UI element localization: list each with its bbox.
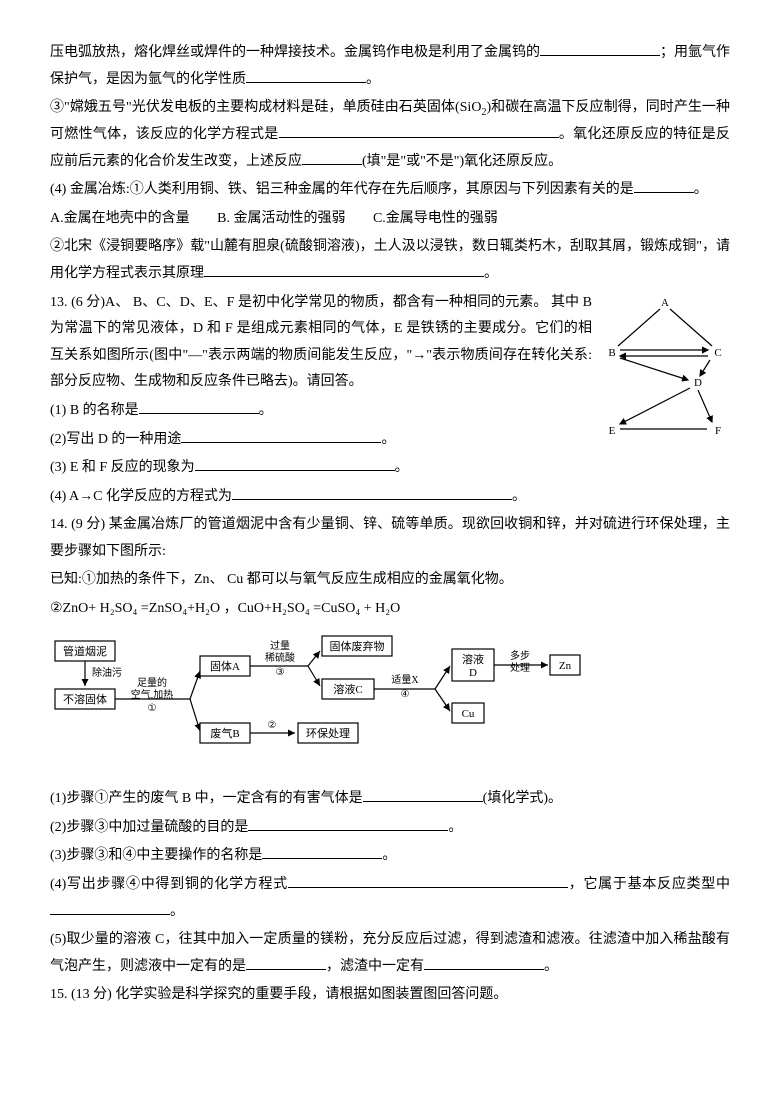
blank [363,786,483,802]
blank [279,122,559,138]
text: 。 [366,72,380,87]
svg-text:Zn: Zn [559,660,572,672]
text: (4) 金属冶炼:①人类利用铜、铁、铝三种金属的年代存在先后顺序，其原因与下列因… [50,182,634,197]
blank [195,455,395,471]
svg-text:E: E [609,425,616,437]
svg-text:固体A: 固体A [210,659,240,673]
blank [139,398,259,414]
blank [302,149,362,165]
text: ，滤渣中一定有 [326,959,424,974]
option-b: B. 金属活动性的强弱 [217,206,345,233]
text: 。 [512,489,526,504]
text: (4) A→C 化学反应的方程式为 [50,489,232,504]
svg-text:D: D [469,667,477,679]
text: 。 [484,266,498,281]
svg-text:废气B: 废气B [210,726,239,740]
text: (填"是"或"不是")氧化还原反应。 [362,154,562,169]
blank [50,899,170,915]
text: (2)步骤③中加过量硫酸的目的是 [50,820,248,835]
blank [181,427,381,443]
text: 。 [395,460,409,475]
flow-diagram: 管道烟泥 除油污 不溶固体 足量的 空气,加热 ① 固体A 废气B ② 环保处理… [50,631,610,766]
text: (3) E 和 F 反应的现象为 [50,460,195,475]
svg-text:C: C [714,347,721,359]
blank [424,954,544,970]
svg-text:D: D [694,377,702,389]
text: 。 [448,820,462,835]
blank [288,872,568,888]
text: 。 [259,403,273,418]
svg-text:稀硫酸: 稀硫酸 [265,651,295,664]
svg-text:不溶固体: 不溶固体 [63,692,107,706]
text: (3)步骤③和④中主要操作的名称是 [50,848,262,863]
svg-text:除油污: 除油污 [92,666,122,679]
text: 。 [694,182,708,197]
svg-text:足量的: 足量的 [137,676,167,689]
text: ③"嫦娥五号"光伏发电板的主要构成材料是硅，单质硅由石英固体(SiO [50,100,481,115]
text: 压电弧放热，熔化焊丝或焊件的一种焊接技术。金属钨作电极是利用了金属钨的 [50,45,540,60]
svg-text:多步: 多步 [510,649,530,662]
blank [204,261,484,277]
svg-text:适量X: 适量X [391,674,419,686]
svg-text:④: ④ [401,689,410,700]
svg-text:A: A [661,297,669,309]
svg-text:溶液: 溶液 [462,652,484,666]
blank [262,843,382,859]
text: 。 [381,432,395,447]
svg-text:F: F [715,425,721,437]
text: (1) B 的名称是 [50,403,139,418]
text: (2)写出 D 的一种用途 [50,432,181,447]
option-c: C.金属导电性的强弱 [373,206,498,233]
text: (填化学式)。 [483,791,562,806]
blank [634,177,694,193]
text: ，它属于基本反应类型中 [568,877,730,892]
option-a: A.金属在地壳中的含量 [50,206,190,233]
blank [248,815,448,831]
equation: ②ZnO+ H₂SO₄ =ZnSO₄+H₂O ，CuO+H₂SO₄ =CuSO₄… [50,596,730,623]
svg-text:环保处理: 环保处理 [306,726,350,740]
text: 已知:①加热的条件下，Zn、 Cu 都可以与氧气反应生成相应的金属氧化物。 [50,567,730,594]
question-14: 14. (9 分) 某金属冶炼厂的管道烟泥中含有少量铜、锌、硫等单质。现欲回收铜… [50,512,730,565]
svg-text:溶液C: 溶液C [333,682,362,696]
blank [540,40,660,56]
svg-text:Cu: Cu [462,708,475,720]
svg-text:固体废弃物: 固体废弃物 [330,639,385,653]
text: 。 [170,904,184,919]
blank [232,484,512,500]
svg-text:B: B [608,347,615,359]
svg-text:管道烟泥: 管道烟泥 [63,644,107,658]
blank [246,954,326,970]
svg-text:过量: 过量 [270,639,290,652]
text: (4)写出步骤④中得到铜的化学方程式 [50,877,288,892]
question-15: 15. (13 分) 化学实验是科学探究的重要手段，请根据如图装置图回答问题。 [50,982,730,1009]
svg-text:处理: 处理 [510,662,530,674]
text: (1)步骤①产生的废气 B 中，一定含有的有害气体是 [50,791,363,806]
text: 。 [382,848,396,863]
svg-text:③: ③ [276,667,285,678]
blank [246,67,366,83]
svg-text:②: ② [268,720,277,731]
relation-diagram: A B C D E F [600,294,730,444]
text: 。 [544,959,558,974]
svg-text:①: ① [148,703,157,714]
